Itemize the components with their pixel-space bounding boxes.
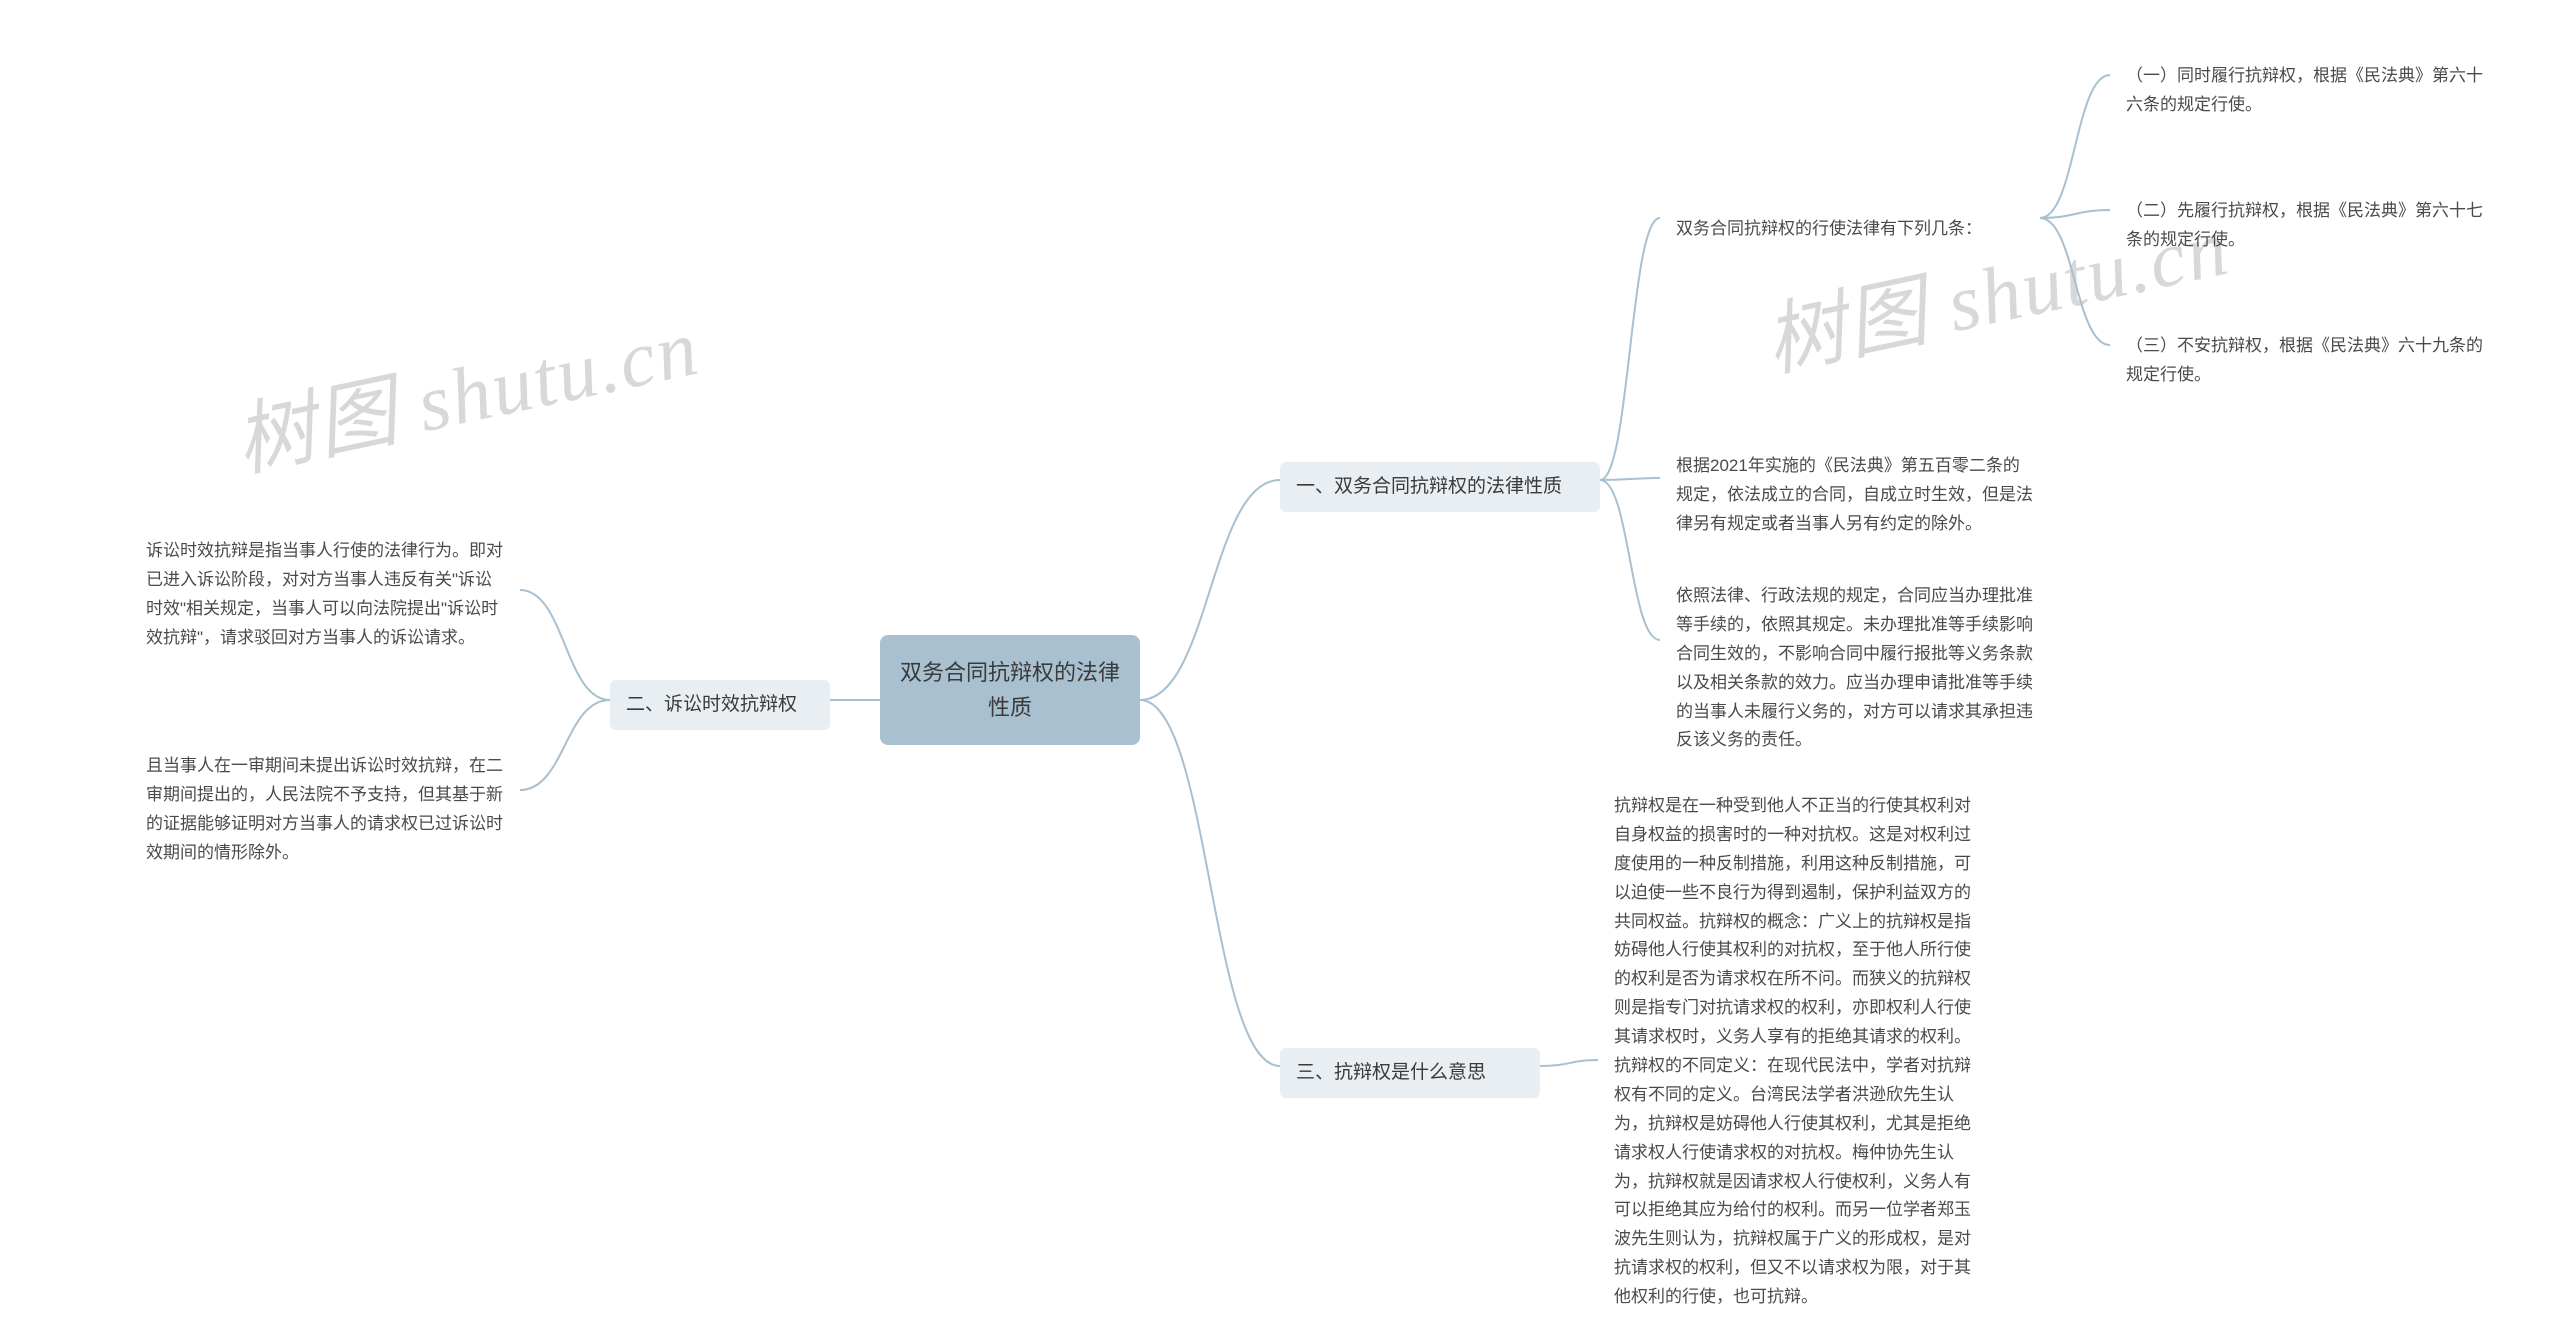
branch-2: 二、诉讼时效抗辩权 (610, 680, 830, 730)
branch-3: 三、抗辩权是什么意思 (1280, 1048, 1540, 1098)
leaf-b1-3: （三）不安抗辩权，根据《民法典》六十九条的规定行使。 (2110, 320, 2510, 402)
leaf-b2-2: 且当事人在一审期间未提出诉讼时效抗辩，在二审期间提出的，人民法院不予支持，但其基… (130, 740, 520, 880)
leaf-b2-1: 诉讼时效抗辩是指当事人行使的法律行为。即对已进入诉讼阶段，对对方当事人违反有关"… (130, 525, 520, 665)
leaf-b1-5: 依照法律、行政法规的规定，合同应当办理批准等手续的，依照其规定。未办理批准等手续… (1660, 570, 2050, 767)
center-node: 双务合同抗辩权的法律性质 (880, 635, 1140, 745)
leaf-b1-1: （一）同时履行抗辩权，根据《民法典》第六十六条的规定行使。 (2110, 50, 2510, 132)
branch-1: 一、双务合同抗辩权的法律性质 (1280, 462, 1600, 512)
leaf-b3-1: 抗辩权是在一种受到他人不正当的行使其权利对自身权益的损害时的一种对抗权。这是对权… (1598, 780, 1998, 1324)
leaf-b1-intro: 双务合同抗辩权的行使法律有下列几条： (1660, 203, 2040, 256)
watermark-1: 树图 shutu.cn (223, 282, 708, 493)
mindmap-canvas: 树图 shutu.cn 树图 shutu.cn 双务合同抗辩权的法律性质 一、双… (0, 0, 2560, 1331)
leaf-b1-2: （二）先履行抗辩权，根据《民法典》第六十七条的规定行使。 (2110, 185, 2510, 267)
leaf-b1-4: 根据2021年实施的《民法典》第五百零二条的规定，依法成立的合同，自成立时生效，… (1660, 440, 2050, 551)
